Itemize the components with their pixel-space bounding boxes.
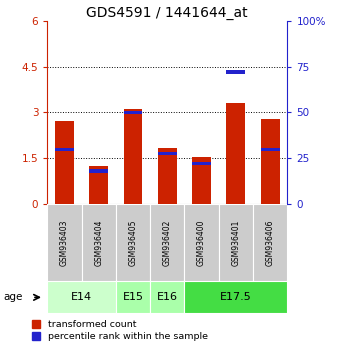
- Bar: [192, 162, 211, 165]
- Bar: [55, 121, 74, 204]
- Text: GSM936405: GSM936405: [128, 219, 138, 266]
- Bar: [47, 204, 81, 281]
- Bar: [124, 109, 142, 204]
- Bar: [55, 148, 74, 151]
- Title: GDS4591 / 1441644_at: GDS4591 / 1441644_at: [87, 6, 248, 20]
- Text: E15: E15: [123, 292, 144, 302]
- Bar: [116, 281, 150, 313]
- Text: E17.5: E17.5: [220, 292, 252, 302]
- Bar: [185, 281, 287, 313]
- Bar: [261, 119, 280, 204]
- Bar: [158, 152, 177, 155]
- Bar: [219, 204, 253, 281]
- Text: E16: E16: [157, 292, 178, 302]
- Bar: [47, 281, 116, 313]
- Text: E14: E14: [71, 292, 92, 302]
- Bar: [89, 166, 108, 204]
- Bar: [261, 148, 280, 151]
- Text: GSM936400: GSM936400: [197, 219, 206, 266]
- Bar: [185, 204, 219, 281]
- Text: GSM936404: GSM936404: [94, 219, 103, 266]
- Bar: [226, 103, 245, 204]
- Bar: [124, 110, 142, 114]
- Legend: transformed count, percentile rank within the sample: transformed count, percentile rank withi…: [32, 320, 208, 341]
- Text: GSM936403: GSM936403: [60, 219, 69, 266]
- Text: GSM936401: GSM936401: [232, 219, 240, 266]
- Bar: [89, 169, 108, 172]
- Bar: [150, 281, 185, 313]
- Text: GSM936402: GSM936402: [163, 219, 172, 266]
- Bar: [158, 148, 177, 204]
- Bar: [150, 204, 185, 281]
- Bar: [226, 70, 245, 74]
- Bar: [81, 204, 116, 281]
- Text: age: age: [3, 292, 23, 302]
- Bar: [253, 204, 287, 281]
- Bar: [116, 204, 150, 281]
- Bar: [192, 158, 211, 204]
- Text: GSM936406: GSM936406: [266, 219, 275, 266]
